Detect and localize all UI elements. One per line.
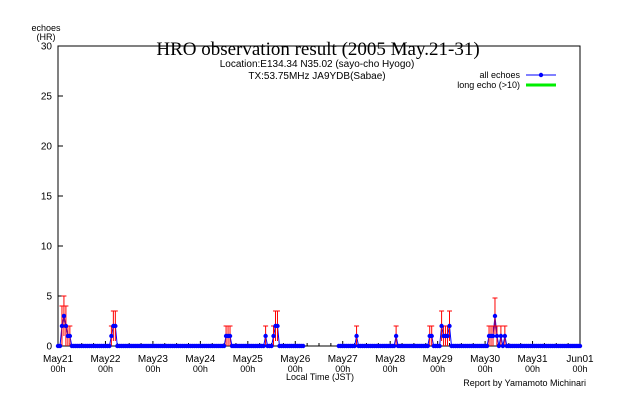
- y-tick-label-25: 25: [41, 92, 53, 103]
- data-point: [490, 333, 496, 339]
- x-tick-label-may22: May22: [90, 354, 120, 365]
- data-point: [221, 343, 227, 349]
- data-point: [393, 333, 399, 339]
- data-point: [269, 343, 274, 349]
- x-tick-label-jun01: Jun01: [566, 354, 594, 365]
- data-point: [391, 343, 397, 349]
- data-point: [500, 343, 506, 349]
- data-point: [352, 343, 357, 349]
- x-tick-hour-may22: 00h: [98, 364, 113, 374]
- y-tick-label-15: 15: [41, 192, 53, 203]
- x-tick-hour-may30: 00h: [478, 364, 493, 374]
- data-point: [354, 333, 359, 339]
- series-line-all-echoes: [58, 315, 304, 347]
- data-point: [107, 343, 112, 349]
- data-point: [113, 323, 118, 329]
- data-point: [577, 343, 583, 349]
- data-point: [502, 333, 508, 339]
- data-point: [263, 333, 268, 339]
- data-point: [109, 333, 114, 339]
- x-tick-hour-may27: 00h: [335, 364, 350, 374]
- data-point: [57, 343, 63, 349]
- data-point: [300, 343, 306, 349]
- data-point: [59, 323, 65, 329]
- x-tick-hour-may25: 00h: [240, 364, 255, 374]
- plot-frame: [57, 45, 581, 347]
- x-tick-hour-jun01: 00h: [572, 364, 587, 374]
- report-credit: Report by Yamamoto Michinari: [463, 378, 586, 388]
- x-tick-label-may21: May21: [43, 354, 73, 365]
- plot-area: [55, 295, 583, 349]
- x-tick-label-may23: May23: [138, 354, 168, 365]
- x-tick-label-may27: May27: [328, 354, 358, 365]
- y-axis-label-line-2: (HR): [37, 32, 56, 42]
- data-point: [429, 333, 434, 339]
- x-tick-label-may26: May26: [280, 354, 310, 365]
- data-point: [227, 333, 233, 339]
- axes-layer: 051015202530May2100hMay2200hMay2300hMay2…: [41, 42, 594, 375]
- data-point: [492, 313, 498, 319]
- x-tick-hour-may29: 00h: [430, 364, 445, 374]
- data-point: [498, 333, 504, 339]
- data-point: [494, 333, 500, 339]
- y-axis-label-line-1: echoes: [31, 23, 61, 33]
- y-tick-label-30: 30: [41, 42, 53, 53]
- data-point: [447, 323, 452, 329]
- x-tick-label-may31: May31: [518, 354, 548, 365]
- data-point: [425, 343, 430, 349]
- x-tick-hour-may26: 00h: [288, 364, 303, 374]
- y-tick-label-5: 5: [46, 292, 52, 303]
- y-tick-label-20: 20: [41, 142, 53, 153]
- data-point: [496, 343, 502, 349]
- x-tick-hour-may23: 00h: [145, 364, 160, 374]
- data-point: [261, 343, 266, 349]
- y-tick-label-0: 0: [46, 342, 52, 353]
- legend: all echoes long echo (>10): [457, 70, 556, 90]
- data-point: [67, 333, 73, 339]
- legend-label-long-echo: long echo (>10): [457, 80, 520, 90]
- data-point: [271, 333, 276, 339]
- x-tick-label-may24: May24: [185, 354, 215, 365]
- x-tick-label-may28: May28: [375, 354, 405, 365]
- data-point: [484, 343, 490, 349]
- data-point: [437, 343, 442, 349]
- chart-subtitle-location: Location:E134.34 N35.02 (sayo-cho Hyogo): [220, 59, 415, 70]
- data-point: [439, 323, 444, 329]
- chart-title: HRO observation result (2005 May.21-31): [156, 39, 479, 60]
- chart-subtitle-transmitter: TX:53.75MHz JA9YDB(Sabae): [248, 71, 385, 82]
- x-tick-hour-may28: 00h: [383, 364, 398, 374]
- x-tick-label-may30: May30: [470, 354, 500, 365]
- data-point: [61, 313, 67, 319]
- series-line-all-echoes: [338, 315, 580, 347]
- data-point: [63, 323, 69, 329]
- data-point: [445, 333, 450, 339]
- legend-label-all-echoes: all echoes: [479, 70, 520, 80]
- x-tick-hour-may24: 00h: [193, 364, 208, 374]
- data-point: [275, 323, 280, 329]
- x-tick-label-may25: May25: [233, 354, 263, 365]
- legend-marker-all-echoes: [538, 72, 544, 78]
- x-tick-hour-may21: 00h: [50, 364, 65, 374]
- x-tick-label-may29: May29: [423, 354, 453, 365]
- y-tick-label-10: 10: [41, 242, 53, 253]
- x-axis-label: Local Time (JST): [286, 372, 354, 382]
- x-tick-hour-may31: 00h: [525, 364, 540, 374]
